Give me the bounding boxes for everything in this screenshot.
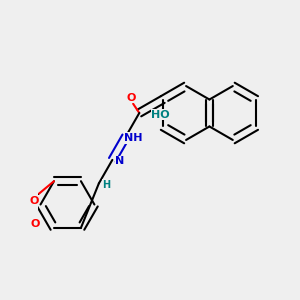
Text: HO: HO [151,110,170,120]
Text: O: O [29,196,39,206]
Text: O: O [127,93,136,103]
Text: H: H [103,180,111,190]
Text: NH: NH [124,133,143,143]
Text: N: N [116,156,125,167]
Text: O: O [31,218,40,229]
